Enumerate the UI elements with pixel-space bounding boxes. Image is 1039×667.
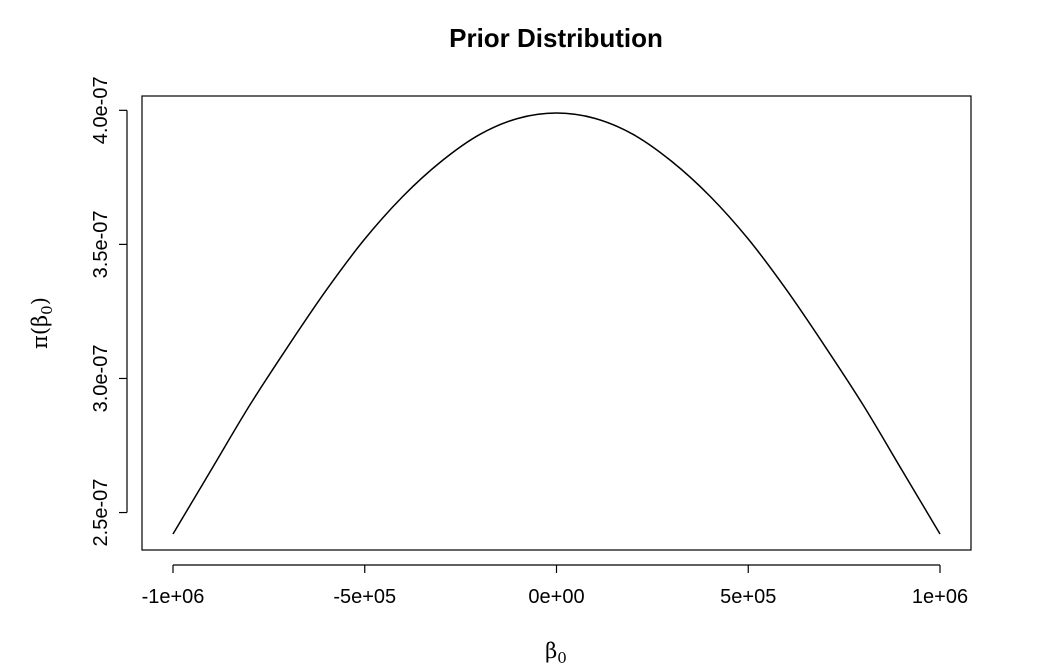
y-tick-label: 3.5e-07 bbox=[90, 210, 112, 278]
y-axis: 2.5e-07 3.0e-07 3.5e-07 4.0e-07 bbox=[90, 76, 128, 547]
chart-title: Prior Distribution bbox=[449, 23, 663, 53]
y-axis-label-base: β bbox=[28, 315, 52, 327]
y-tick-label: 3.0e-07 bbox=[90, 345, 112, 413]
series-points bbox=[171, 111, 942, 536]
y-tick-label: 2.5e-07 bbox=[90, 479, 112, 547]
x-tick-label: 5e+05 bbox=[720, 586, 776, 608]
x-axis-label-base: β bbox=[545, 639, 557, 663]
x-tick-label: 0e+00 bbox=[528, 586, 584, 608]
x-tick-label: -5e+05 bbox=[333, 586, 396, 608]
y-axis-label: π(β0) bbox=[28, 297, 56, 349]
x-axis-label: β0 bbox=[545, 639, 567, 667]
plot-frame bbox=[141, 95, 972, 551]
y-tick-label: 4.0e-07 bbox=[90, 76, 112, 144]
series-line bbox=[172, 112, 941, 535]
x-axis: -1e+06 -5e+05 0e+00 5e+05 1e+06 bbox=[142, 564, 968, 608]
y-axis-label-sub: 0 bbox=[38, 305, 56, 315]
x-axis-label-sub: 0 bbox=[557, 649, 567, 667]
y-axis-label-func: π( bbox=[28, 327, 52, 349]
y-axis-label-close: ) bbox=[28, 297, 52, 305]
x-tick-label: -1e+06 bbox=[142, 586, 205, 608]
x-tick-label: 1e+06 bbox=[912, 586, 968, 608]
